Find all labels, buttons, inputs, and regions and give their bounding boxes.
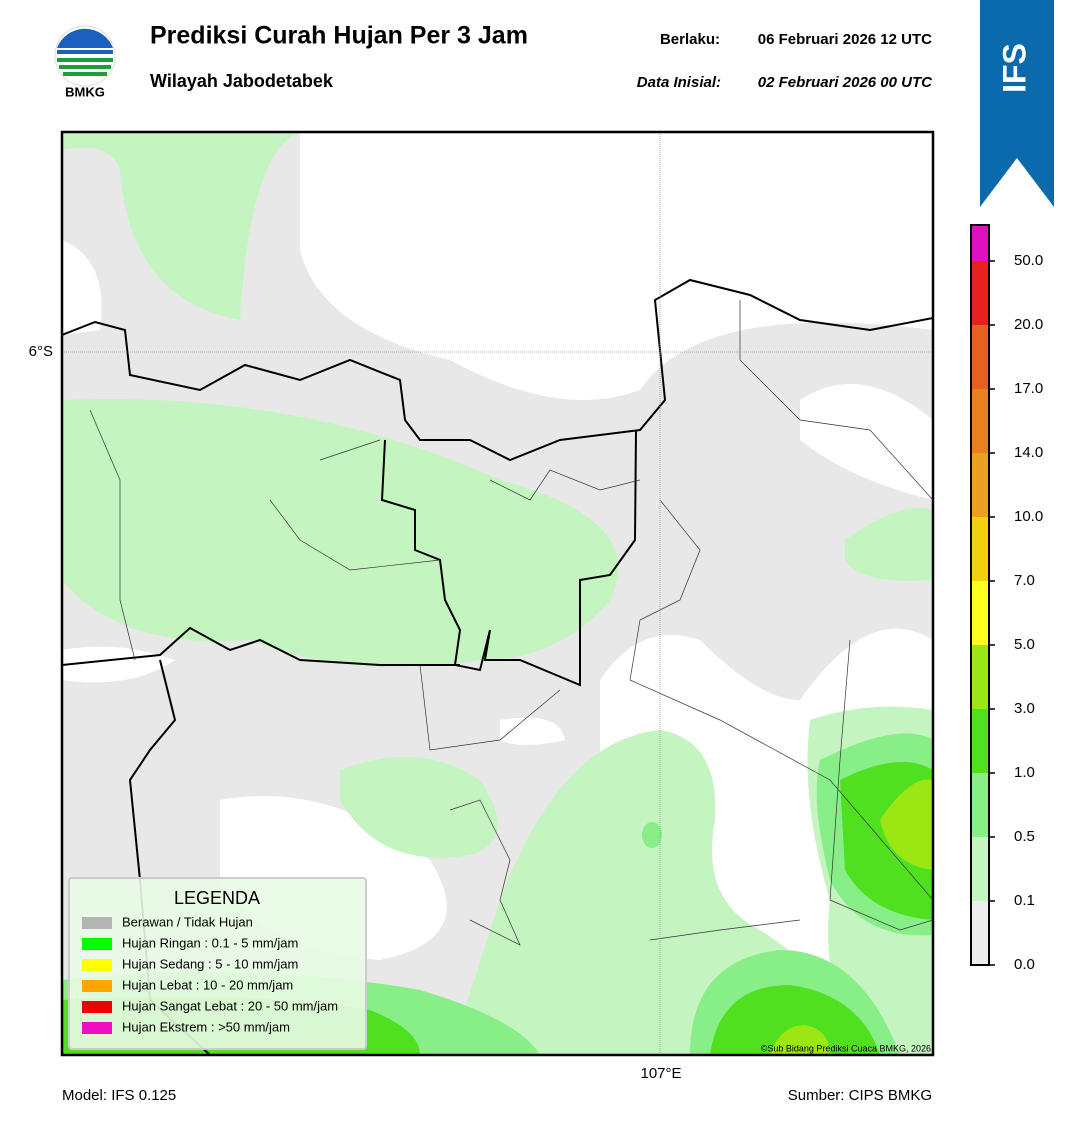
lat-label: 6°S [29, 343, 53, 360]
subtitle: Wilayah Jabodetabek [150, 71, 334, 91]
colorbar-bin [971, 325, 989, 389]
colorbar-bin [971, 453, 989, 517]
colorbar-tick-label: 20.0 [1014, 316, 1043, 333]
colorbar-tick-label: 14.0 [1014, 444, 1043, 461]
legend-label: Hujan Lebat : 10 - 20 mm/jam [122, 977, 293, 992]
legend-label: Hujan Sedang : 5 - 10 mm/jam [122, 956, 298, 971]
map-frame [60, 130, 935, 1057]
legend-label: Hujan Ringan : 0.1 - 5 mm/jam [122, 935, 298, 950]
legend-swatch [82, 917, 112, 929]
colorbar-bin [971, 901, 989, 965]
legend-swatch [82, 938, 112, 950]
legend-swatch [82, 1001, 112, 1013]
colorbar-tick-label: 0.5 [1014, 828, 1035, 845]
valid-label: Berlaku: [660, 31, 720, 48]
colorbar-bin [971, 225, 989, 261]
legend-label: Berawan / Tidak Hujan [122, 914, 253, 929]
colorbar-tick-label: 5.0 [1014, 636, 1035, 653]
init-time: 02 Februari 2026 00 UTC [758, 74, 933, 91]
colorbar-bin [971, 837, 989, 901]
colorbar-bin [971, 709, 989, 773]
colorbar-bin [971, 581, 989, 645]
model: Model: IFS 0.125 [62, 1087, 176, 1104]
badge-text: IFS [996, 43, 1032, 93]
colorbar-tick-label: 7.0 [1014, 572, 1035, 589]
legend-swatch [82, 980, 112, 992]
init-label: Data Inisial: [637, 74, 721, 91]
legend-label: Hujan Sangat Lebat : 20 - 50 mm/jam [122, 998, 338, 1013]
valid-time: 06 Februari 2026 12 UTC [758, 31, 932, 48]
colorbar-tick-label: 10.0 [1014, 508, 1043, 525]
colorbar-tick-label: 0.0 [1014, 956, 1035, 973]
legend-swatch [82, 1022, 112, 1034]
logo: BMKG [54, 25, 116, 99]
colorbar: 0.0 0.1 0.5 1.0 3.0 5.0 7.0 10.0 14.0 17.0 20.0 50.… [970, 224, 1043, 973]
lon-label: 107°E [640, 1065, 681, 1082]
legend-swatch [82, 959, 112, 971]
legend-title: LEGENDA [174, 888, 260, 908]
colorbar-bin [971, 773, 989, 837]
colorbar-bin [971, 517, 989, 581]
legend: LEGENDA Berawan / Tidak Hujan Hujan Ringa… [68, 877, 367, 1050]
copyright: ©Sub Bidang Prediksi Cuaca BMKG, 2026 [761, 1043, 931, 1053]
title: Prediksi Curah Hujan Per 3 Jam [150, 22, 528, 50]
colorbar-tick-label: 50.0 [1014, 252, 1043, 269]
colorbar-bin [971, 261, 989, 325]
colorbar-bin [971, 389, 989, 453]
badge [980, 0, 1054, 207]
colorbar-tick-label: 0.1 [1014, 892, 1035, 909]
logo-text: BMKG [65, 84, 105, 99]
legend-label: Hujan Ekstrem : >50 mm/jam [122, 1019, 290, 1034]
colorbar-bin [971, 645, 989, 709]
colorbar-tick-label: 3.0 [1014, 700, 1035, 717]
colorbar-frame [970, 224, 990, 966]
colorbar-tick-label: 1.0 [1014, 764, 1035, 781]
colorbar-tick-label: 17.0 [1014, 380, 1043, 397]
source: Sumber: CIPS BMKG [788, 1087, 932, 1104]
